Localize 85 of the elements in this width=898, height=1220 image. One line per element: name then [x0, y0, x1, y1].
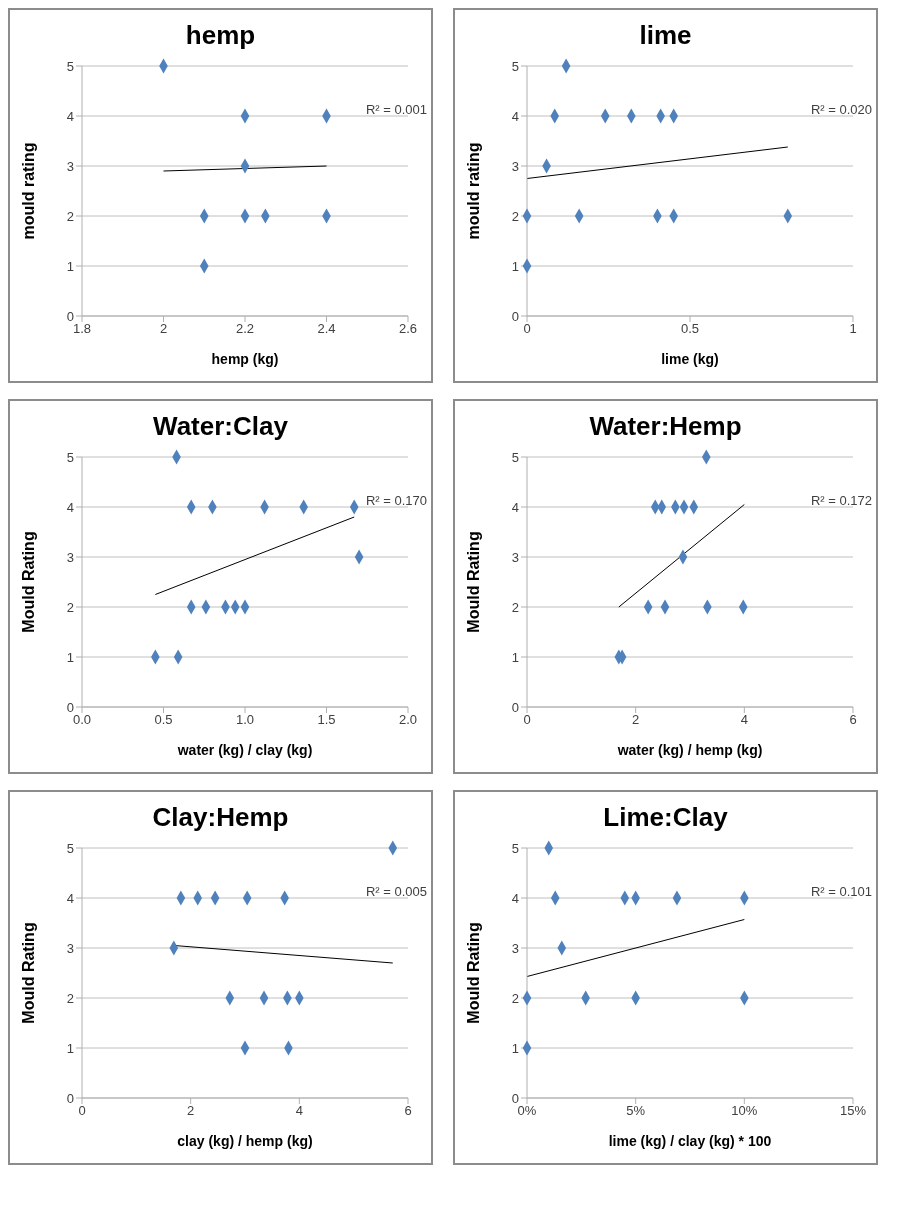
- x-axis-title: clay (kg) / hemp (kg): [177, 1133, 313, 1149]
- y-tick-label: 5: [511, 449, 519, 465]
- y-tick-label: 3: [66, 549, 74, 565]
- chart-title: Water:Clay: [152, 411, 289, 443]
- y-tick-label: 2: [66, 990, 74, 1006]
- x-tick-label: 0.0: [72, 712, 92, 728]
- x-tick-label: 2: [187, 1103, 195, 1119]
- y-tick-label: 1: [511, 1040, 519, 1056]
- x-tick-label: 0: [523, 712, 531, 728]
- x-tick-label: 4: [740, 712, 748, 728]
- x-tick-label: 5%: [626, 1103, 646, 1119]
- x-tick-label: 2.6: [398, 321, 418, 337]
- x-tick-label: 10%: [731, 1103, 758, 1119]
- y-tick-label: 4: [66, 108, 74, 124]
- x-tick-label: 0.5: [680, 321, 700, 337]
- y-axis-title: Mould Rating: [19, 531, 37, 633]
- y-tick-label: 1: [66, 649, 74, 665]
- x-tick-label: 2: [632, 712, 640, 728]
- y-tick-label: 3: [511, 158, 519, 174]
- y-tick-label: 0: [511, 699, 519, 715]
- x-tick-label: 0.5: [154, 712, 173, 728]
- y-tick-label: 0: [511, 1090, 519, 1106]
- annotation: R² = 0.172: [810, 493, 872, 508]
- x-tick-label: 2.2: [235, 321, 255, 337]
- x-axis-title: lime (kg) / clay (kg) * 100: [608, 1133, 772, 1149]
- annotation: R² = 0.020: [810, 102, 872, 117]
- y-tick-label: 5: [66, 840, 74, 856]
- y-tick-label: 4: [66, 890, 74, 906]
- chart-title: Clay:Hemp: [151, 802, 290, 834]
- y-tick-label: 2: [511, 990, 519, 1006]
- chart-title: hemp: [184, 20, 257, 52]
- y-tick-label: 4: [66, 499, 74, 515]
- x-axis-title: hemp (kg): [211, 351, 279, 367]
- x-tick-label: 1.8: [72, 321, 92, 337]
- x-tick-label: 0: [78, 1103, 86, 1119]
- y-tick-label: 1: [66, 258, 74, 274]
- y-tick-label: 2: [66, 599, 74, 615]
- x-tick-label: 1.5: [317, 712, 336, 728]
- y-tick-label: 0: [511, 308, 519, 324]
- annotation: R² = 0.001: [365, 102, 427, 117]
- y-tick-label: 5: [511, 58, 519, 74]
- x-tick-label: 1: [849, 321, 857, 337]
- x-tick-label: 4: [295, 1103, 303, 1119]
- y-tick-label: 5: [66, 58, 74, 74]
- annotation: R² = 0.005: [365, 884, 427, 899]
- x-tick-label: 6: [404, 1103, 412, 1119]
- y-tick-label: 1: [511, 258, 519, 274]
- chart-title: Water:Hemp: [588, 411, 743, 443]
- x-axis-title: lime (kg): [661, 351, 719, 367]
- y-tick-label: 1: [66, 1040, 74, 1056]
- y-tick-label: 5: [66, 449, 74, 465]
- y-tick-label: 2: [66, 208, 74, 224]
- y-axis-title: Mould Rating: [464, 922, 482, 1024]
- y-tick-label: 3: [66, 940, 74, 956]
- y-tick-label: 0: [66, 1090, 74, 1106]
- y-tick-label: 4: [511, 499, 519, 515]
- y-axis-title: Mould Rating: [19, 922, 37, 1024]
- chart-title: Lime:Clay: [602, 802, 729, 834]
- x-tick-label: 6: [849, 712, 857, 728]
- y-axis-title: Mould Rating: [464, 531, 482, 633]
- annotation: R² = 0.101: [810, 884, 872, 899]
- x-tick-label: 2: [159, 321, 168, 337]
- y-axis-title: mould rating: [19, 142, 37, 240]
- x-tick-label: 0: [523, 321, 531, 337]
- y-tick-label: 0: [66, 699, 74, 715]
- y-tick-label: 4: [511, 108, 519, 124]
- y-axis-title: mould rating: [464, 142, 482, 240]
- y-tick-label: 4: [511, 890, 519, 906]
- y-tick-label: 1: [511, 649, 519, 665]
- x-tick-label: 2.4: [317, 321, 336, 337]
- x-tick-label: 2.0: [398, 712, 418, 728]
- annotation: R² = 0.170: [365, 493, 427, 508]
- x-tick-label: 1.0: [235, 712, 255, 728]
- y-tick-label: 3: [511, 940, 519, 956]
- y-tick-label: 3: [66, 158, 74, 174]
- y-tick-label: 5: [511, 840, 519, 856]
- y-tick-label: 2: [511, 599, 519, 615]
- y-tick-label: 0: [66, 308, 74, 324]
- y-tick-label: 2: [511, 208, 519, 224]
- x-tick-label: 0%: [517, 1103, 537, 1119]
- x-axis-title: water (kg) / clay (kg): [176, 742, 313, 758]
- chart-title: lime: [638, 20, 693, 52]
- x-axis-title: water (kg) / hemp (kg): [616, 742, 763, 758]
- x-tick-label: 15%: [839, 1103, 867, 1119]
- y-tick-label: 3: [511, 549, 519, 565]
